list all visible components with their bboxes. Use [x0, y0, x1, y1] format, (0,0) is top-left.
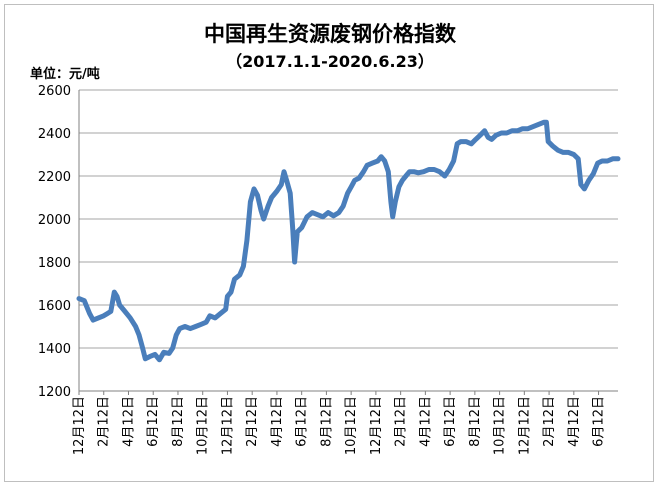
x-tick-label: 12月12日 [72, 396, 87, 455]
y-tick-labels: 1200 1400 1600 1800 2000 2200 2400 2600 [38, 84, 71, 400]
x-tick-label: 10月12日 [196, 396, 211, 455]
x-tick-label: 8月12日 [468, 396, 483, 447]
x-tick-label: 12月12日 [369, 396, 384, 455]
x-tick-label: 6月12日 [592, 396, 607, 447]
chart-frame [4, 4, 654, 482]
series-line [76, 119, 621, 363]
x-tick-label: 4月12日 [121, 396, 136, 447]
y-tick-label: 2200 [38, 170, 71, 185]
x-tick-label: 6月12日 [295, 396, 310, 447]
y-tick-label: 1200 [38, 385, 71, 400]
x-tick-labels: 12月12日 2月12日 4月12日 6月12日 8月12日 10月12日 12月12日 2月… [72, 396, 607, 455]
x-tick-label: 6月12日 [146, 396, 161, 447]
x-tick-label: 2月12日 [97, 396, 112, 447]
y-tick-label: 2000 [38, 213, 71, 228]
y-axis-unit-label: 单位：元/吨 [30, 67, 100, 82]
x-tick-label: 8月12日 [171, 396, 186, 447]
x-tick-label: 4月12日 [418, 396, 433, 447]
x-tick-label: 12月12日 [517, 396, 532, 455]
y-tick-label: 1800 [38, 256, 71, 271]
series-layer [76, 119, 621, 363]
chart-title: 中国再生资源废钢价格指数 [204, 21, 456, 46]
y-tick-label: 1400 [38, 342, 71, 357]
x-tick-label: 12月12日 [220, 396, 235, 455]
y-tick-label: 2600 [38, 84, 71, 99]
x-tick-label: 6月12日 [443, 396, 458, 447]
x-tick-label: 2月12日 [542, 396, 557, 447]
x-tick-label: 8月12日 [319, 396, 334, 447]
axes [78, 90, 618, 395]
x-tick-label: 10月12日 [493, 396, 508, 455]
x-tick-label: 4月12日 [567, 396, 582, 447]
x-tick-label: 10月12日 [344, 396, 359, 455]
x-tick-label: 4月12日 [270, 396, 285, 447]
y-tick-label: 1600 [38, 299, 71, 314]
x-tick-label: 2月12日 [245, 396, 260, 447]
gridlines [79, 89, 618, 349]
y-tick-label: 2400 [38, 127, 71, 142]
chart-subtitle: （2017.1.1-2020.6.23） [226, 52, 434, 71]
x-tick-label: 2月12日 [394, 396, 409, 447]
